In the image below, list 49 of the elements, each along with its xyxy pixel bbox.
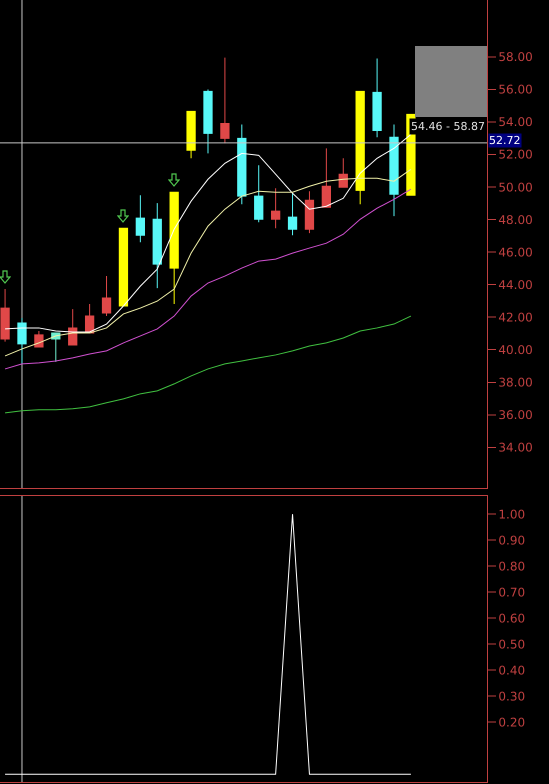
line-series [4,316,412,414]
candlestick [338,158,348,188]
y-tick-label: 46.00 [498,245,533,260]
y-tick-label: 54.00 [498,115,533,130]
candlestick [220,57,230,144]
candlestick [389,124,399,217]
y-tick-label: 0.60 [498,611,526,626]
ref-line-label: 52.72 [489,134,520,147]
y-tick-label: 0.50 [498,637,526,652]
candlestick [170,192,179,305]
candlestick [254,164,264,223]
y-tick-label: 38.00 [498,375,533,390]
y-tick-label: 52.00 [498,148,533,162]
y-tick-label: 0.70 [498,585,526,600]
line-series [4,188,412,370]
y-tick-label: 0.20 [498,715,526,730]
candlestick [84,304,94,334]
candlestick [288,192,298,236]
y-tick-label: 58.00 [498,50,533,64]
y-tick-label: 1.00 [498,507,526,522]
y-tick-label: 40.00 [498,342,533,357]
y-tick-label: 44.00 [498,278,533,292]
line-series [4,168,412,356]
candlestick [372,58,382,138]
y-tick-label: 36.00 [498,408,533,422]
candlestick [0,288,10,342]
y-tick-label: 56.00 [498,82,533,97]
y-tick-label: 50.00 [498,180,533,194]
candlestick [356,90,365,205]
candlestick [203,88,213,154]
candlestick [152,202,162,289]
candlestick [17,318,27,364]
candlestick [186,110,196,159]
y-tick-label: 42.00 [498,310,533,324]
candlestick [304,190,314,234]
candlestick [322,148,331,208]
candlestick [68,308,78,346]
y-tick-label: 0.80 [498,559,526,574]
candlestick [237,124,246,205]
annotation: 54.46 - 58.87 [411,120,485,133]
y-tick-label: 0.40 [498,663,526,678]
y-tick-label: 0.90 [498,533,526,548]
candlestick [270,188,280,229]
candlestick [136,194,145,243]
y-tick-label: 34.00 [498,440,533,455]
candlestick [118,228,128,306]
y-tick-label: 48.00 [498,212,533,227]
candlestick [102,276,112,317]
y-tick-label: 0.30 [498,689,526,704]
